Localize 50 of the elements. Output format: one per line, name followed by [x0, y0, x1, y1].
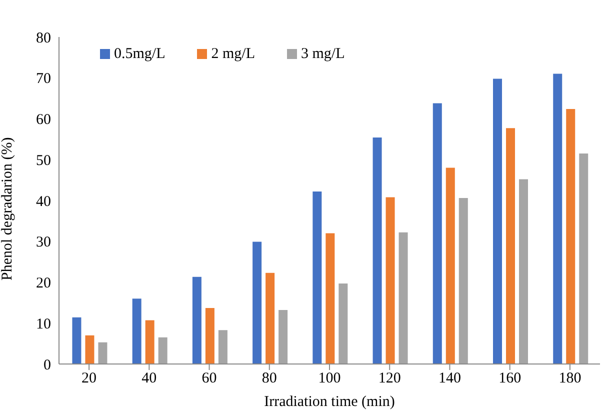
y-tick-label: 50	[36, 152, 51, 169]
y-tick-label: 10	[36, 316, 51, 332]
x-tick-label: 120	[378, 370, 401, 387]
y-tick-label: 30	[36, 234, 51, 251]
y-tick-label: 80	[36, 30, 51, 46]
bar	[446, 168, 455, 364]
y-axis-title: Phenol degradarion (%)	[0, 137, 16, 280]
legend-label: 2 mg/L	[211, 46, 255, 62]
bar	[493, 78, 502, 364]
bar	[338, 283, 348, 364]
bar	[386, 197, 395, 364]
bar	[312, 192, 322, 364]
bar	[398, 232, 408, 364]
legend-label: 0.5mg/L	[114, 46, 166, 62]
bar	[566, 108, 576, 364]
x-tick-label: 100	[318, 370, 341, 387]
bar	[553, 74, 562, 364]
bar	[266, 272, 275, 364]
bar	[372, 138, 382, 364]
y-tick-label: 40	[36, 194, 51, 210]
bar	[145, 320, 154, 364]
x-axis-title: Irradiation time (min)	[264, 394, 395, 410]
y-tick-label: 60	[36, 112, 51, 128]
bar	[458, 198, 468, 364]
x-tick-label: 140	[438, 370, 461, 387]
x-tick-label: 80	[262, 370, 277, 387]
bar	[506, 128, 515, 364]
bar	[205, 308, 214, 364]
bar	[192, 276, 202, 364]
x-tick-label: 20	[82, 370, 97, 387]
legend-label: 3 mg/L	[301, 46, 345, 62]
x-tick-label: 180	[558, 370, 582, 387]
x-tick-label: 40	[142, 370, 157, 387]
x-tick-label: 160	[498, 370, 522, 387]
bar	[98, 342, 108, 364]
bar	[85, 335, 94, 364]
bar	[519, 179, 528, 364]
y-tick-label: 0	[44, 357, 51, 374]
bar	[252, 242, 262, 364]
y-tick-label: 20	[36, 276, 51, 292]
bar	[432, 103, 442, 364]
bar	[326, 233, 335, 364]
y-tick-label: 70	[36, 71, 51, 88]
bar	[132, 298, 142, 364]
bar	[158, 337, 168, 364]
x-tick-label: 60	[202, 370, 217, 387]
bar	[579, 153, 588, 364]
bar	[218, 330, 228, 364]
bar	[72, 317, 82, 364]
bar	[278, 310, 288, 364]
